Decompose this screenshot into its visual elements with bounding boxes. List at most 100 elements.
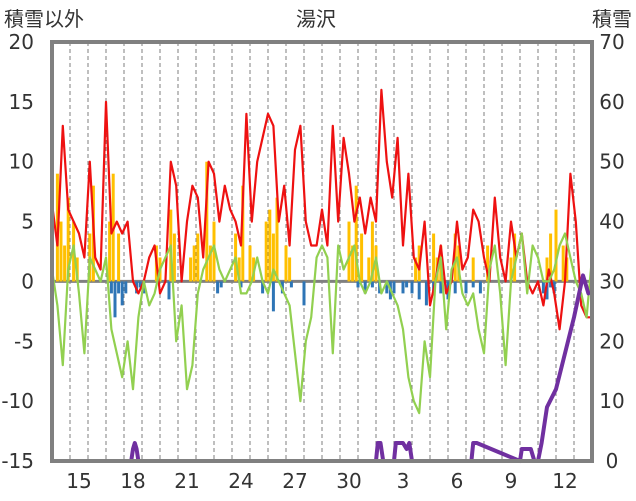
negative_bars-bar [439, 281, 443, 294]
x-tick-label: 12 [552, 469, 577, 493]
x-tick-label: 27 [282, 469, 307, 493]
precip-bar [360, 233, 364, 282]
right-tick-label: 0 [606, 449, 619, 473]
right-axis-ticks: 70 60 50 40 30 20 10 0 [599, 30, 624, 473]
negative_bars-bar [385, 281, 389, 294]
right-tick-label: 60 [599, 90, 624, 114]
plot-border [50, 40, 594, 463]
negative_bars-bar [289, 281, 293, 288]
plot-frame [50, 40, 594, 463]
negative_bars-bar [405, 281, 409, 288]
negative_bars-bar [417, 281, 421, 300]
precip-bar [432, 233, 436, 282]
x-tick-label: 24 [228, 469, 253, 493]
negative_bars-bar [120, 281, 124, 306]
precip-bar [66, 197, 70, 282]
negative_bars-bar [109, 281, 113, 294]
precip-bar [545, 257, 549, 282]
left-tick-label: -15 [1, 449, 34, 473]
negative_bars-bar [541, 281, 545, 294]
snow_depth-line [50, 273, 591, 463]
precip-bar [271, 233, 275, 282]
negative_bars-bar [410, 281, 414, 294]
precip-bar [513, 233, 517, 282]
precip-bar [549, 233, 553, 282]
precip-bar [351, 245, 355, 282]
x-tick-label: 6 [451, 469, 464, 493]
chart-title: 湯沢 [296, 7, 336, 31]
precip-bar [237, 257, 241, 282]
negative_bars-bar [113, 281, 117, 318]
negative_bars-bar [271, 281, 275, 312]
precip-bar [565, 257, 569, 282]
precip-bar [117, 233, 121, 282]
negative_bars-bar [549, 281, 553, 288]
x-tick-label: 18 [120, 469, 145, 493]
negative_bars-bar [370, 281, 374, 288]
negative_bars-bar [219, 281, 223, 288]
negative_bars-bar [302, 281, 306, 306]
max_temp-line [50, 88, 594, 331]
precip-bar [205, 161, 209, 282]
negative_bars-bar [167, 281, 171, 300]
precip-bar [63, 245, 67, 282]
left-axis-title: 積雪以外 [4, 7, 84, 31]
precip-bar [561, 245, 565, 282]
precip-bar [453, 233, 457, 282]
precip-bar [509, 257, 513, 282]
precip-bar [347, 221, 351, 282]
left-tick-label: 0 [21, 269, 34, 293]
negative_bars-bar [392, 281, 396, 294]
negative_bars-bar [356, 281, 360, 288]
x-tick-label: 30 [336, 469, 361, 493]
right-tick-label: 20 [599, 329, 624, 353]
precip-bar [471, 257, 475, 282]
right-tick-label: 30 [599, 269, 624, 293]
left-tick-label: 5 [21, 210, 34, 234]
negative_bars-bar [464, 281, 468, 294]
negative_bars-bar [401, 281, 405, 294]
precip-bar [288, 257, 292, 282]
right-tick-label: 70 [599, 30, 624, 54]
precip-bar [108, 221, 112, 282]
negative_bars-bar [117, 281, 121, 294]
precip-bar [189, 257, 193, 282]
precip-bar [212, 221, 216, 282]
precip-bar [486, 245, 490, 282]
left-tick-label: 15 [9, 90, 34, 114]
negative_bars-bar [239, 281, 243, 288]
negative_bars-bar [124, 281, 128, 294]
negative_bars-bar [424, 281, 428, 306]
precip-bar [196, 233, 200, 282]
negative_bars-bar [216, 281, 220, 294]
precip-bar [172, 233, 176, 282]
right-tick-label: 50 [599, 150, 624, 174]
precip-bar [268, 209, 272, 282]
right-tick-label: 40 [599, 210, 624, 234]
left-axis-ticks: 20 15 10 5 0 -5 -10 -15 [1, 30, 34, 473]
left-tick-label: -5 [14, 329, 34, 353]
min_temp-line [50, 232, 594, 415]
right-axis-title: 積雪 [592, 7, 632, 31]
precip-bar [248, 245, 252, 282]
precip-bar [59, 221, 63, 282]
negative_bars-bar [478, 281, 482, 294]
precip-bar [264, 221, 268, 282]
right-tick-label: 10 [599, 389, 624, 413]
precip-bar [241, 185, 245, 282]
negative_bars-bar [453, 281, 457, 294]
precip-bar [284, 245, 288, 282]
negative_bars-bar [545, 281, 549, 300]
precip-bar [354, 185, 358, 282]
negative_bars-bar [261, 281, 265, 294]
precip-bar [192, 245, 196, 282]
negative_bars-bar [363, 281, 367, 294]
precip-bar [367, 257, 371, 282]
negative_bars-bar [471, 281, 475, 288]
precip-bar [554, 209, 558, 282]
x-tick-label: 3 [397, 469, 410, 493]
x-tick-label: 9 [505, 469, 518, 493]
precip-bar [370, 221, 374, 282]
left-tick-label: -10 [1, 389, 34, 413]
negative_bars-bar [138, 281, 142, 288]
